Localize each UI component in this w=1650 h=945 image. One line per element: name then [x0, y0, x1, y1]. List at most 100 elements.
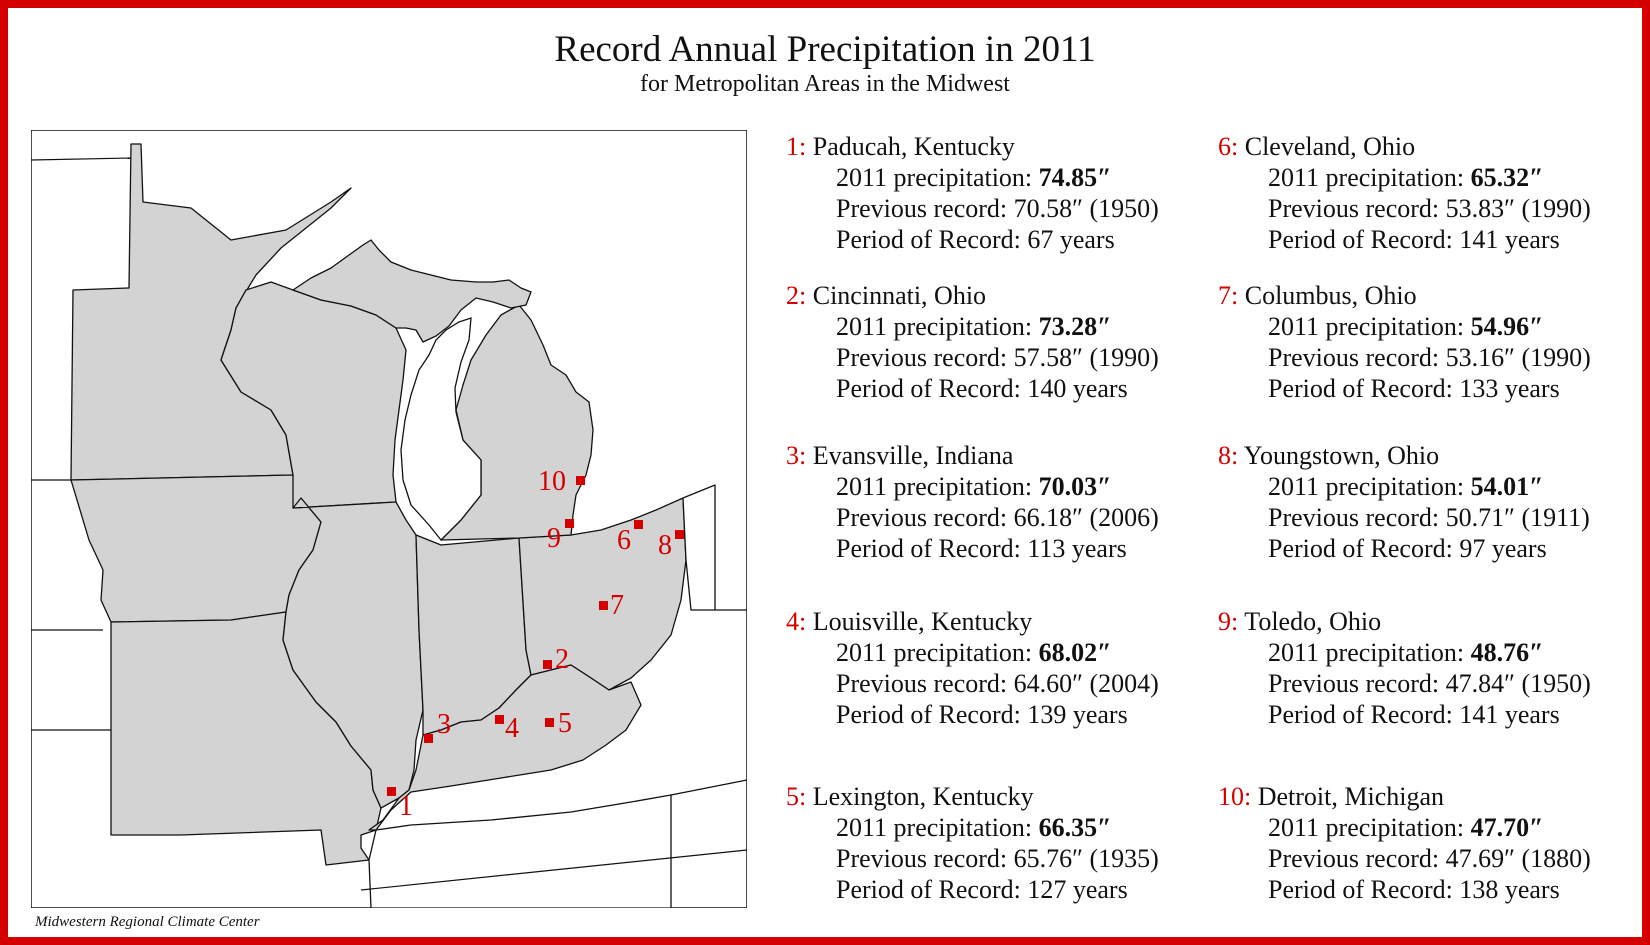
- precip-label: 2011 precipitation:: [836, 163, 1039, 192]
- city-name: Paducah, Kentucky: [812, 132, 1015, 161]
- previous-label: Previous record:: [836, 343, 1014, 372]
- city-entry-3: 3: Evansville, Indiana 2011 precipitatio…: [786, 440, 1159, 564]
- marker-label-8: 8: [658, 530, 672, 561]
- period-label: Period of Record:: [1268, 534, 1460, 563]
- marker-1: [387, 787, 396, 796]
- midwest-map: 1 2 3 4 5 6 7 8 9 10: [31, 130, 747, 908]
- city-name: Cincinnati, Ohio: [812, 281, 987, 310]
- city-markers: 1 2 3 4 5 6 7 8 9 10: [387, 466, 684, 822]
- marker-9: [565, 519, 574, 528]
- marker-8: [675, 530, 684, 539]
- marker-label-5: 5: [558, 708, 572, 739]
- city-entry-7: 7: Columbus, Ohio 2011 precipitation: 54…: [1218, 280, 1591, 404]
- city-number: 4:: [786, 607, 807, 636]
- state-iowa: [70, 474, 322, 623]
- marker-label-10: 10: [538, 466, 566, 497]
- precip-label: 2011 precipitation:: [1268, 472, 1471, 501]
- previous-label: Previous record:: [836, 844, 1014, 873]
- previous-value: 70.58″ (1950): [1013, 194, 1159, 223]
- precip-label: 2011 precipitation:: [836, 813, 1039, 842]
- marker-label-4: 4: [505, 713, 519, 744]
- previous-value: 57.58″ (1990): [1013, 343, 1159, 372]
- state-kentucky: [368, 664, 642, 831]
- precip-value: 73.28″: [1038, 312, 1112, 341]
- period-value: 67 years: [1027, 225, 1115, 254]
- previous-value: 65.76″ (1935): [1013, 844, 1159, 873]
- period-value: 133 years: [1459, 374, 1560, 403]
- period-label: Period of Record:: [1268, 700, 1460, 729]
- period-label: Period of Record:: [836, 225, 1028, 254]
- marker-5: [545, 718, 554, 727]
- period-label: Period of Record:: [1268, 225, 1460, 254]
- marker-label-1: 1: [399, 791, 413, 822]
- city-number: 9:: [1218, 607, 1239, 636]
- previous-label: Previous record:: [836, 503, 1014, 532]
- marker-label-7: 7: [610, 590, 624, 621]
- city-entry-6: 6: Cleveland, Ohio 2011 precipitation: 6…: [1218, 131, 1591, 255]
- page-title: Record Annual Precipitation in 2011: [554, 29, 1096, 70]
- period-label: Period of Record:: [1268, 875, 1460, 904]
- city-number: 1:: [786, 132, 807, 161]
- precip-value: 74.85″: [1038, 163, 1112, 192]
- city-number: 3:: [786, 441, 807, 470]
- precip-value: 70.03″: [1038, 472, 1112, 501]
- page-subtitle: for Metropolitan Areas in the Midwest: [640, 71, 1010, 97]
- city-entry-8: 8: Youngstown, Ohio 2011 precipitation: …: [1218, 440, 1590, 564]
- city-name: Toledo, Ohio: [1244, 607, 1382, 636]
- period-value: 141 years: [1459, 225, 1560, 254]
- land-masses: [70, 143, 716, 908]
- marker-label-2: 2: [555, 644, 569, 675]
- city-name: Evansville, Indiana: [812, 441, 1014, 470]
- precip-value: 54.96″: [1470, 312, 1544, 341]
- previous-label: Previous record:: [1268, 194, 1446, 223]
- precip-value: 66.35″: [1038, 813, 1112, 842]
- state-tennessee: [368, 794, 672, 908]
- previous-label: Previous record:: [836, 669, 1014, 698]
- previous-label: Previous record:: [836, 194, 1014, 223]
- precip-value: 48.76″: [1470, 638, 1544, 667]
- previous-value: 64.60″ (2004): [1013, 669, 1159, 698]
- city-name: Cleveland, Ohio: [1244, 132, 1416, 161]
- city-entry-5: 5: Lexington, Kentucky 2011 precipitatio…: [786, 781, 1159, 905]
- city-number: 6:: [1218, 132, 1239, 161]
- state-pennsylvania: [682, 484, 716, 611]
- previous-label: Previous record:: [1268, 669, 1446, 698]
- city-number: 2:: [786, 281, 807, 310]
- lake-michigan: [400, 317, 482, 541]
- marker-6: [634, 520, 643, 529]
- previous-value: 66.18″ (2006): [1013, 503, 1159, 532]
- period-label: Period of Record:: [836, 700, 1028, 729]
- marker-2: [543, 660, 552, 669]
- previous-label: Previous record:: [1268, 503, 1446, 532]
- city-entry-10: 10: Detroit, Michigan 2011 precipitation…: [1218, 781, 1591, 905]
- marker-4: [495, 715, 504, 724]
- precip-label: 2011 precipitation:: [1268, 163, 1471, 192]
- city-name: Detroit, Michigan: [1257, 782, 1445, 811]
- precip-value: 54.01″: [1470, 472, 1544, 501]
- period-value: 140 years: [1027, 374, 1128, 403]
- city-name: Columbus, Ohio: [1244, 281, 1417, 310]
- source-credit: Midwestern Regional Climate Center: [35, 914, 260, 930]
- previous-label: Previous record:: [1268, 844, 1446, 873]
- period-value: 127 years: [1027, 875, 1128, 904]
- precip-label: 2011 precipitation:: [1268, 813, 1471, 842]
- precip-value: 68.02″: [1038, 638, 1112, 667]
- period-label: Period of Record:: [836, 374, 1028, 403]
- city-name: Lexington, Kentucky: [812, 782, 1034, 811]
- precip-value: 65.32″: [1470, 163, 1544, 192]
- city-number: 7:: [1218, 281, 1239, 310]
- period-value: 141 years: [1459, 700, 1560, 729]
- city-entry-9: 9: Toledo, Ohio 2011 precipitation: 48.7…: [1218, 606, 1591, 730]
- previous-value: 53.16″ (1990): [1445, 343, 1591, 372]
- previous-value: 47.69″ (1880): [1445, 844, 1591, 873]
- precip-value: 47.70″: [1470, 813, 1544, 842]
- previous-label: Previous record:: [1268, 343, 1446, 372]
- city-name: Louisville, Kentucky: [812, 607, 1033, 636]
- city-entry-2: 2: Cincinnati, Ohio 2011 precipitation: …: [786, 280, 1159, 404]
- precip-label: 2011 precipitation:: [836, 638, 1039, 667]
- period-value: 113 years: [1027, 534, 1127, 563]
- state-michigan-upper: [292, 239, 532, 343]
- previous-value: 53.83″ (1990): [1445, 194, 1591, 223]
- marker-10: [576, 476, 585, 485]
